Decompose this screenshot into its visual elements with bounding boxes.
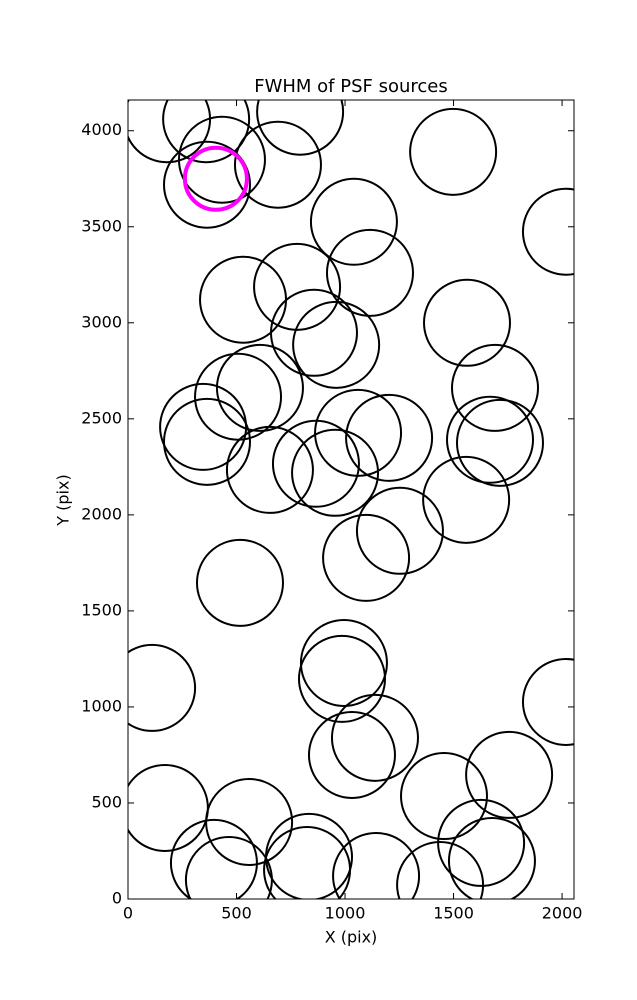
x-tick-label: 1500: [433, 904, 474, 923]
source-circle: [269, 288, 358, 377]
y-tick-label: 2500: [81, 408, 122, 427]
source-circle: [521, 187, 574, 276]
source-circle: [309, 177, 398, 266]
source-circle: [195, 538, 284, 627]
source-circle: [355, 486, 444, 575]
source-circle: [423, 278, 512, 367]
source-circle: [177, 115, 266, 204]
source-circle: [437, 798, 526, 887]
y-tick-label: 2000: [81, 504, 122, 523]
source-circle: [271, 419, 360, 508]
y-tick-label: 3500: [81, 216, 122, 235]
source-circle: [205, 777, 294, 866]
source-circle: [256, 100, 345, 156]
source-circle: [345, 393, 434, 482]
y-tick-label: 4000: [81, 120, 122, 139]
source-circle: [292, 300, 381, 389]
x-tick-label: 0: [123, 904, 133, 923]
source-circle: [465, 730, 554, 819]
source-circle: [297, 634, 386, 723]
y-tick-label: 1000: [81, 696, 122, 715]
source-circle: [182, 145, 249, 212]
source-circle: [409, 107, 498, 196]
chart-title: FWHM of PSF sources: [254, 76, 448, 97]
source-circle: [159, 382, 248, 471]
source-circle: [299, 618, 388, 707]
source-circle: [447, 816, 536, 899]
source-circle: [162, 140, 251, 229]
source-circle: [422, 455, 511, 544]
source-circle: [162, 100, 251, 164]
y-tick-label: 0: [112, 889, 122, 908]
x-tick-label: 500: [221, 904, 252, 923]
source-circle: [451, 343, 540, 432]
source-circle: [446, 395, 535, 484]
plot-frame: [127, 99, 575, 900]
y-tick-label: 1500: [81, 600, 122, 619]
source-circle: [455, 398, 544, 487]
y-tick-label: 500: [91, 792, 122, 811]
x-tick-label: 1000: [325, 904, 366, 923]
source-circle: [399, 752, 488, 841]
source-circle: [322, 513, 411, 602]
y-tick-label: 3000: [81, 312, 122, 331]
source-circle: [253, 242, 342, 331]
plot-area: [128, 100, 574, 899]
source-circle: [263, 826, 352, 899]
source-circle: [332, 831, 421, 899]
source-circle: [307, 710, 396, 799]
source-circle: [325, 228, 414, 317]
x-axis-label: X (pix): [325, 928, 378, 947]
x-tick-label: 2000: [542, 904, 583, 923]
source-circle: [162, 397, 251, 486]
source-circle: [215, 343, 304, 432]
source-circle: [521, 657, 574, 746]
source-circle: [225, 425, 314, 514]
y-axis-label: Y (pix): [54, 474, 73, 526]
source-circle: [291, 428, 380, 517]
source-circle: [169, 818, 258, 899]
source-circle: [330, 693, 419, 782]
source-circle: [128, 643, 197, 732]
source-circle: [233, 120, 322, 209]
